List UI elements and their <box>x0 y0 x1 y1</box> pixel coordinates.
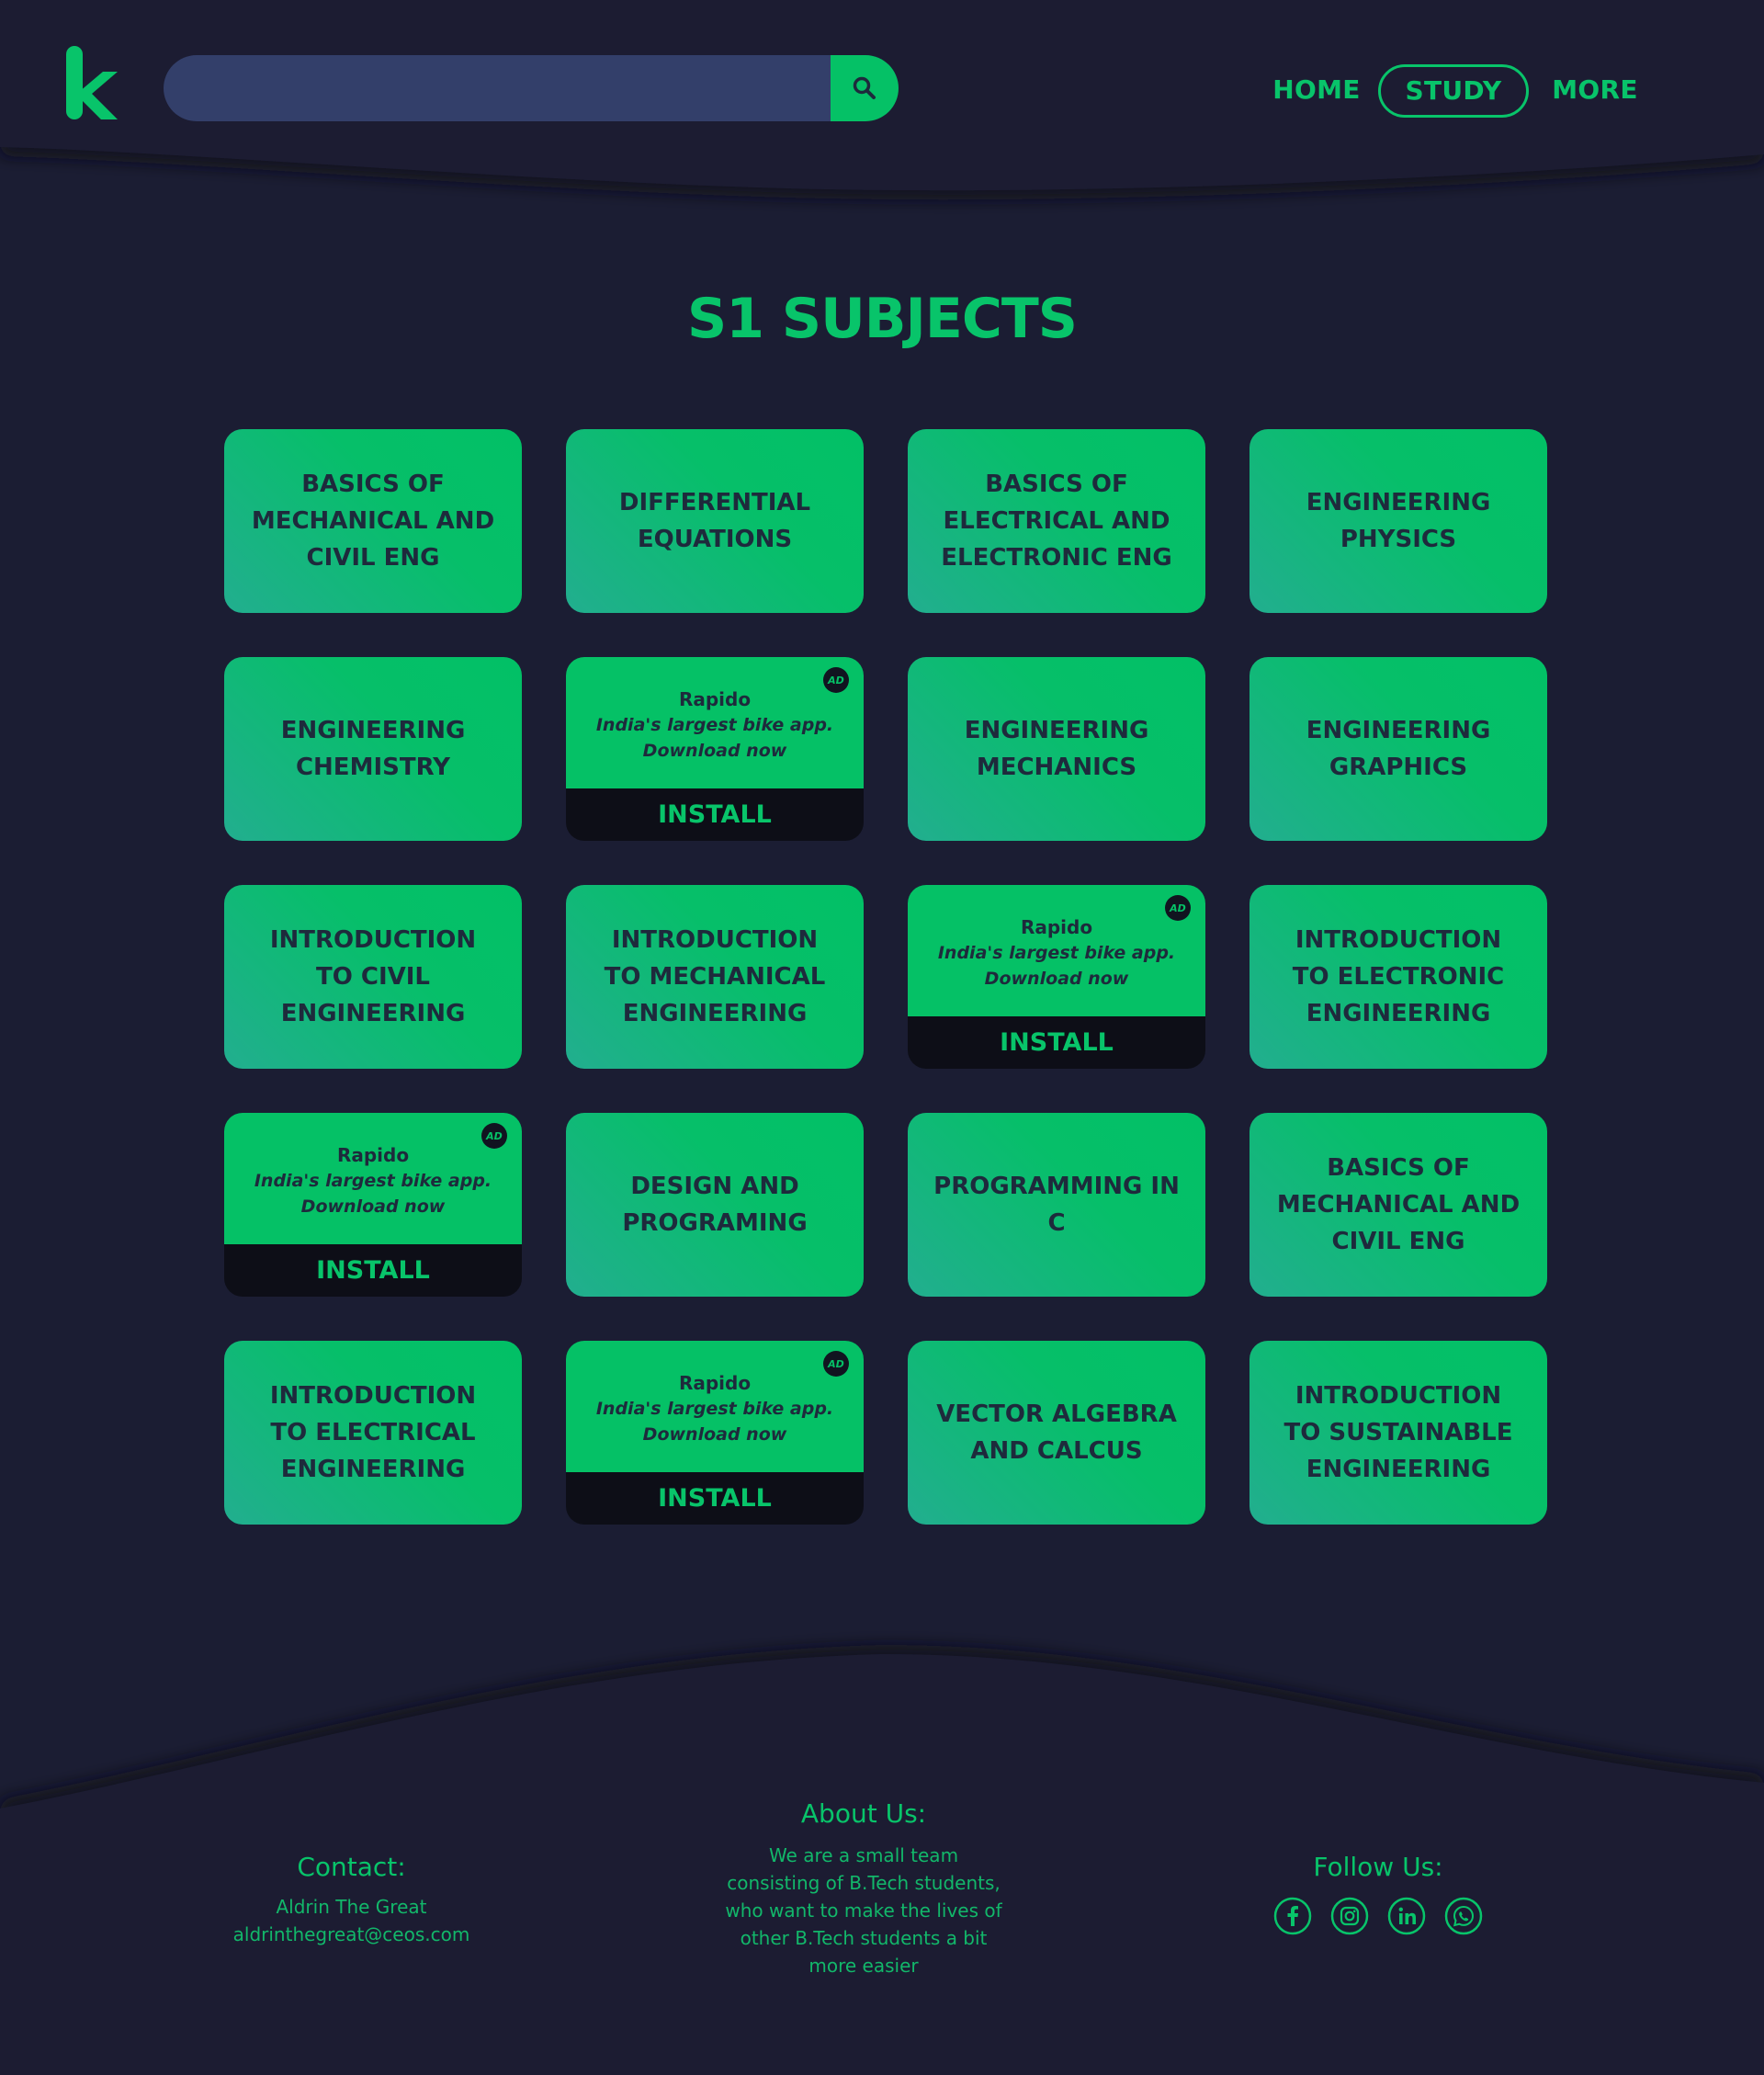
ad-content: AD Rapido India's largest bike app. Downloa… <box>908 885 1205 1016</box>
footer-about: About Us: We are a small team consisting… <box>717 1797 1011 1979</box>
subject-card[interactable]: DESIGN AND PROGRAMING <box>566 1113 864 1297</box>
subject-label: INTRODUCTION TO CIVIL ENGINEERING <box>269 926 477 1027</box>
subject-card[interactable]: BASICS OF MECHANICAL AND CIVIL ENG <box>224 429 522 613</box>
about-heading: About Us: <box>800 1798 927 1829</box>
ad-content: AD Rapido India's largest bike app. Downloa… <box>566 1341 864 1472</box>
subject-label: BASICS OF MECHANICAL AND CIVIL ENG <box>251 471 495 572</box>
contact-email[interactable]: aldrinthegreat@ceos.com <box>232 1923 470 1945</box>
subject-label: ENGINEERING CHEMISTRY <box>280 717 466 781</box>
subject-label: DIFFERENTIAL EQUATIONS <box>618 489 811 553</box>
subject-card[interactable]: ENGINEERING MECHANICS <box>908 657 1205 841</box>
subject-label: VECTOR ALGEBRA AND CALCUS <box>936 1400 1177 1465</box>
ad-badge: AD <box>1165 895 1191 921</box>
search-input[interactable] <box>164 55 831 121</box>
ad-content: AD Rapido India's largest bike app. Downloa… <box>224 1113 522 1244</box>
search-button[interactable] <box>831 55 899 121</box>
subject-label: DESIGN AND PROGRAMING <box>622 1173 808 1237</box>
subject-label: BASICS OF ELECTRICAL AND ELECTRONIC ENG <box>941 471 1172 572</box>
subject-label: BASICS OF MECHANICAL AND CIVIL ENG <box>1276 1154 1521 1255</box>
subject-label: INTRODUCTION TO SUSTAINABLE ENGINEERING <box>1283 1382 1513 1483</box>
subject-card[interactable]: INTRODUCTION TO SUSTAINABLE ENGINEERING <box>1250 1341 1547 1525</box>
subject-card[interactable]: ENGINEERING GRAPHICS <box>1250 657 1547 841</box>
subject-card[interactable]: ENGINEERING CHEMISTRY <box>224 657 522 841</box>
contact-name: Aldrin The Great <box>276 1896 427 1918</box>
subject-card[interactable]: VECTOR ALGEBRA AND CALCUS <box>908 1341 1205 1525</box>
subject-label: ENGINEERING MECHANICS <box>964 717 1149 781</box>
subject-card[interactable]: INTRODUCTION TO MECHANICAL ENGINEERING <box>566 885 864 1069</box>
ad-card[interactable]: AD Rapido India's largest bike app. Downloa… <box>224 1113 522 1297</box>
subject-label: INTRODUCTION TO MECHANICAL ENGINEERING <box>604 926 826 1027</box>
nav-more[interactable]: MORE <box>1552 74 1638 105</box>
subject-card[interactable]: INTRODUCTION TO CIVIL ENGINEERING <box>224 885 522 1069</box>
install-button[interactable]: INSTALL <box>658 1484 772 1513</box>
install-button[interactable]: INSTALL <box>658 800 772 829</box>
nav-home[interactable]: HOME <box>1272 74 1361 105</box>
nav-study[interactable]: STUDY <box>1378 64 1529 118</box>
subject-label: INTRODUCTION TO ELECTRONIC ENGINEERING <box>1292 926 1505 1027</box>
ad-cta: Download now <box>642 1423 787 1445</box>
ad-brand: Rapido <box>336 1143 410 1166</box>
ad-brand: Rapido <box>1020 915 1093 938</box>
about-text: We are a small team consisting of B.Tech… <box>725 1844 1002 1977</box>
ad-card[interactable]: AD Rapido India's largest bike app. Downloa… <box>566 657 864 841</box>
ad-card[interactable]: AD Rapido India's largest bike app. Downloa… <box>908 885 1205 1069</box>
ad-content: AD Rapido India's largest bike app. Downloa… <box>566 657 864 788</box>
logo-icon[interactable] <box>64 46 119 121</box>
page-title: S1 SUBJECTS <box>687 287 1078 351</box>
subject-card[interactable]: INTRODUCTION TO ELECTRICAL ENGINEERING <box>224 1341 522 1525</box>
ad-tagline: India's largest bike app. <box>595 714 834 735</box>
ad-brand: Rapido <box>678 687 752 710</box>
instagram-icon[interactable] <box>1330 1897 1369 1935</box>
subject-card[interactable]: DIFFERENTIAL EQUATIONS <box>566 429 864 613</box>
subject-card[interactable]: ENGINEERING PHYSICS <box>1250 429 1547 613</box>
install-button[interactable]: INSTALL <box>316 1256 430 1285</box>
footer-contact: Contact: Aldrin The Great aldrinthegreat… <box>211 1851 492 1948</box>
subject-card[interactable]: BASICS OF MECHANICAL AND CIVIL ENG <box>1250 1113 1547 1297</box>
subject-card[interactable]: BASICS OF ELECTRICAL AND ELECTRONIC ENG <box>908 429 1205 613</box>
follow-heading: Follow Us: <box>1313 1852 1443 1882</box>
ad-badge: AD <box>823 1351 849 1377</box>
facebook-icon[interactable] <box>1273 1897 1312 1935</box>
ad-brand: Rapido <box>678 1371 752 1394</box>
subject-label: PROGRAMMING IN C <box>933 1173 1180 1237</box>
ad-badge: AD <box>823 667 849 693</box>
ad-tagline: India's largest bike app. <box>254 1170 492 1191</box>
footer-follow: Follow Us: <box>1250 1851 1507 1935</box>
contact-heading: Contact: <box>297 1852 406 1882</box>
subject-label: INTRODUCTION TO ELECTRICAL ENGINEERING <box>269 1382 477 1483</box>
subject-label: ENGINEERING PHYSICS <box>1306 489 1491 553</box>
subject-card[interactable]: INTRODUCTION TO ELECTRONIC ENGINEERING <box>1250 885 1547 1069</box>
social-links <box>1250 1897 1507 1935</box>
ad-tagline: India's largest bike app. <box>937 942 1176 963</box>
ad-tagline: India's largest bike app. <box>595 1398 834 1419</box>
ad-card[interactable]: AD Rapido India's largest bike app. Downloa… <box>566 1341 864 1525</box>
install-button[interactable]: INSTALL <box>1000 1028 1114 1057</box>
ad-cta: Download now <box>642 740 787 761</box>
ad-cta: Download now <box>300 1196 446 1217</box>
search-bar <box>164 55 899 121</box>
linkedin-icon[interactable] <box>1387 1897 1426 1935</box>
whatsapp-icon[interactable] <box>1444 1897 1483 1935</box>
ad-badge: AD <box>481 1123 507 1149</box>
search-icon <box>853 76 876 99</box>
ad-cta: Download now <box>984 968 1129 989</box>
subject-label: ENGINEERING GRAPHICS <box>1306 717 1491 781</box>
subject-card[interactable]: PROGRAMMING IN C <box>908 1113 1205 1297</box>
